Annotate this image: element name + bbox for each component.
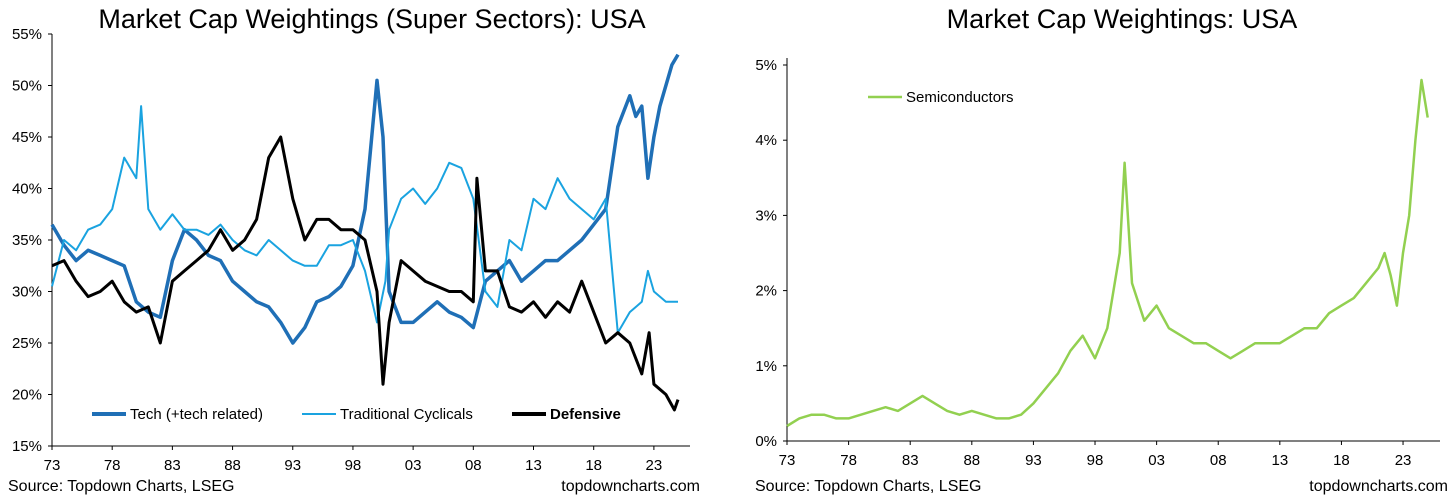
right-chart-title: Market Cap Weightings: USA: [947, 4, 1298, 34]
left-source-note: Source: Topdown Charts, LSEG: [8, 478, 235, 495]
left-x-tick-label: 93: [284, 457, 301, 474]
right-legend: Semiconductors: [868, 89, 1014, 106]
right-site-note: topdowncharts.com: [1309, 478, 1448, 495]
right-x-tick-label: 73: [779, 452, 796, 469]
right-x-tick-label: 08: [1210, 452, 1227, 469]
right-x-tick-label: 78: [840, 452, 857, 469]
left-legend: Tech (+tech related) Traditional Cyclica…: [92, 406, 621, 423]
left-x-tick-labels: 73 78 83 88 93 98 03 08 13 18 23: [44, 446, 663, 474]
right-y-tick-label: 3%: [755, 207, 777, 224]
left-x-tick-label: 13: [525, 457, 542, 474]
right-y-tick-labels: 0% 1% 2% 3% 4% 5%: [755, 57, 787, 450]
left-y-tick-label: 35%: [12, 232, 42, 249]
right-x-tick-labels: 73 78 83 88 93 98 03 08 13 18 23: [779, 441, 1412, 469]
left-y-tick-labels: 15% 20% 25% 30% 35% 40% 45% 50% 55%: [12, 26, 52, 455]
right-x-tick-label: 83: [902, 452, 919, 469]
right-y-tick-label: 0%: [755, 433, 777, 450]
left-site-note: topdowncharts.com: [561, 478, 700, 495]
series-line-defensive: [51, 135, 680, 412]
left-y-tick-label: 40%: [12, 181, 42, 198]
right-x-tick-label: 03: [1148, 452, 1165, 469]
left-y-tick-label: 30%: [12, 284, 42, 301]
series-line-semiconductors: [786, 78, 1429, 428]
left-x-tick-label: 73: [44, 457, 61, 474]
legend-label-defensive: Defensive: [550, 406, 621, 423]
right-series-lines: [786, 78, 1429, 428]
right-y-tick-label: 5%: [755, 57, 777, 74]
left-x-tick-label: 98: [345, 457, 362, 474]
left-series-lines: [50, 53, 680, 412]
left-y-tick-label: 20%: [12, 387, 42, 404]
left-x-tick-label: 03: [405, 457, 422, 474]
left-x-tick-label: 88: [224, 457, 241, 474]
legend-label-tech: Tech (+tech related): [130, 406, 263, 423]
right-y-tick-label: 1%: [755, 358, 777, 375]
right-x-tick-label: 98: [1087, 452, 1104, 469]
series-line-traditional-cyclicals: [51, 105, 678, 334]
left-y-tick-label: 55%: [12, 26, 42, 43]
left-chart-title: Market Cap Weightings (Super Sectors): U…: [98, 4, 645, 34]
right-x-tick-label: 88: [963, 452, 980, 469]
left-y-tick-label: 15%: [12, 438, 42, 455]
legend-label-cyclicals: Traditional Cyclicals: [340, 406, 473, 423]
right-x-tick-label: 93: [1025, 452, 1042, 469]
series-line-tech-tech-related: [50, 53, 680, 345]
left-x-tick-label: 23: [646, 457, 663, 474]
right-x-tick-label: 18: [1333, 452, 1350, 469]
left-x-tick-label: 08: [465, 457, 482, 474]
right-chart: Market Cap Weightings: USA 0%1%2%3%4%5% …: [755, 4, 1448, 495]
right-source-note: Source: Topdown Charts, LSEG: [755, 478, 982, 495]
left-x-tick-label: 83: [164, 457, 181, 474]
left-x-tick-label: 18: [585, 457, 602, 474]
right-y-tick-label: 2%: [755, 283, 777, 300]
legend-label-semiconductors: Semiconductors: [906, 89, 1014, 106]
right-y-tick-label: 4%: [755, 132, 777, 149]
right-x-tick-label: 13: [1271, 452, 1288, 469]
left-y-tick-label: 45%: [12, 129, 42, 146]
left-y-tick-label: 25%: [12, 335, 42, 352]
right-x-tick-label: 23: [1395, 452, 1412, 469]
left-x-tick-label: 78: [104, 457, 121, 474]
left-chart: Market Cap Weightings (Super Sectors): U…: [8, 4, 700, 495]
left-y-tick-label: 50%: [12, 78, 42, 95]
